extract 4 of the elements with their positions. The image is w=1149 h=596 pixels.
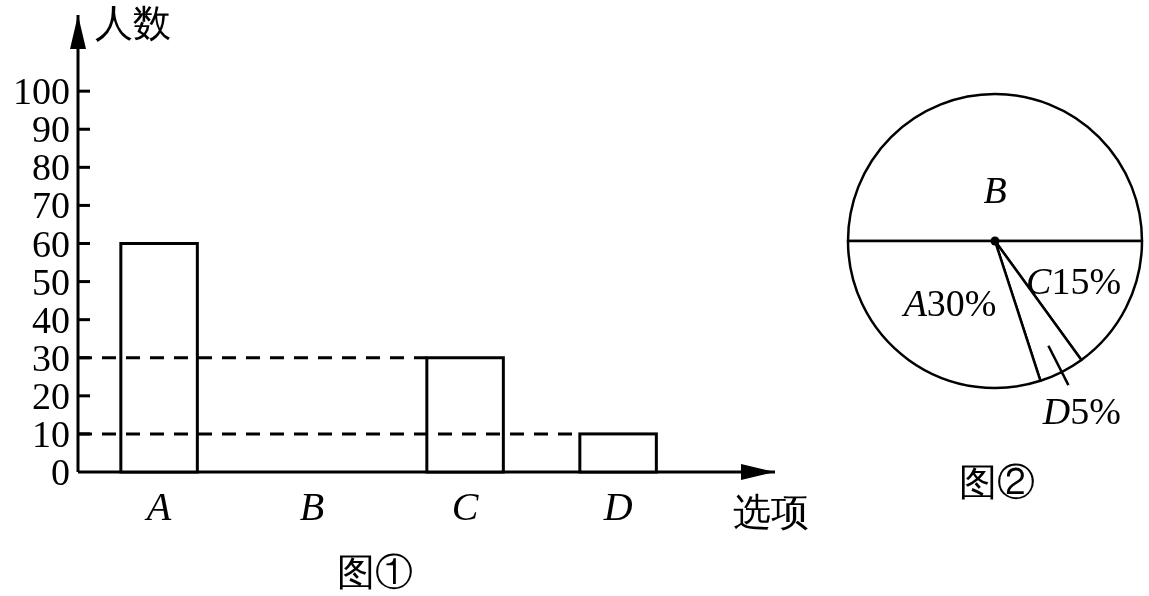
title: 图① (337, 551, 413, 593)
xlabel: 选项 (733, 491, 809, 533)
title: 图② (959, 461, 1035, 503)
ylabel: 人数 (95, 2, 171, 44)
